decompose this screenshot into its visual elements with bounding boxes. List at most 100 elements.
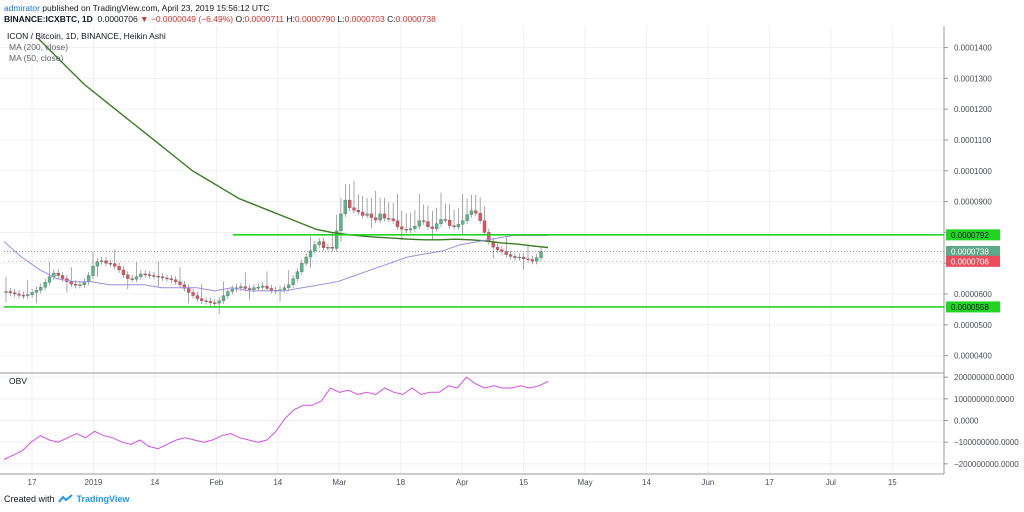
x-tick-label: Jun bbox=[701, 478, 714, 487]
candle-body bbox=[343, 199, 347, 215]
x-tick-label: 15 bbox=[888, 478, 897, 487]
candle-body bbox=[378, 213, 382, 221]
x-tick-label: 18 bbox=[396, 478, 405, 487]
obv-tick-label: 100000000.0000 bbox=[954, 395, 1015, 404]
candle-body bbox=[443, 219, 448, 221]
obv-tick-label: −200000000.0000 bbox=[954, 460, 1019, 469]
candle-body bbox=[291, 278, 295, 285]
y-tick-label: 0.0000400 bbox=[954, 352, 992, 361]
ma200-line bbox=[37, 37, 549, 249]
price-tag-box bbox=[946, 245, 1000, 257]
candle-body bbox=[269, 288, 274, 291]
candle-body bbox=[478, 213, 482, 221]
legend-title: ICON / Bitcoin, 1D, BINANCE, Heikin Ashi bbox=[7, 31, 166, 41]
x-tick-label: May bbox=[577, 478, 592, 487]
candle-body bbox=[369, 213, 374, 218]
candle-body bbox=[108, 263, 113, 265]
author-link[interactable]: admirator bbox=[4, 3, 40, 13]
x-tick-label: 14 bbox=[150, 478, 159, 487]
candle-body bbox=[117, 266, 121, 271]
high-label: H: bbox=[286, 14, 295, 24]
close-label: C: bbox=[387, 14, 396, 24]
candle-body bbox=[504, 251, 508, 255]
candles bbox=[4, 180, 543, 315]
obv-axis[interactable]: 200000000.0000 100000000.0000 0.0000 −10000… bbox=[944, 373, 1019, 469]
price-tag-box bbox=[946, 255, 1000, 267]
x-tick-label: 14 bbox=[642, 478, 651, 487]
candle-body bbox=[239, 286, 243, 288]
price-tag-label: 0.0000738 bbox=[951, 247, 989, 256]
candle-body bbox=[461, 220, 465, 225]
candle-body bbox=[4, 291, 8, 293]
candle-body bbox=[469, 210, 474, 215]
candle-body bbox=[143, 273, 147, 276]
candle-body bbox=[243, 286, 247, 289]
price-axis[interactable]: 0.00004000.00005000.00006000.00007000.00… bbox=[944, 44, 992, 361]
legend-obv[interactable]: OBV bbox=[9, 376, 27, 386]
symbol-line: BINANCE:ICXBTC, 1D 0.0000706 ▼ −0.000004… bbox=[4, 14, 436, 24]
y-tick-label: 0.0001400 bbox=[954, 44, 992, 53]
candle-body bbox=[417, 220, 421, 227]
legend-ma200[interactable]: MA (200, close) bbox=[9, 42, 68, 52]
candle-body bbox=[252, 287, 256, 290]
candle-body bbox=[230, 288, 234, 292]
tradingview-brand[interactable]: TradingView bbox=[76, 494, 130, 504]
tradingview-logo-icon bbox=[57, 494, 73, 503]
x-tick-label: Feb bbox=[209, 478, 223, 487]
candle-body bbox=[73, 283, 78, 286]
candle-body bbox=[282, 287, 287, 290]
candle-body bbox=[87, 275, 91, 282]
horizontal-lines[interactable] bbox=[4, 234, 944, 308]
candle-body bbox=[191, 292, 195, 296]
candle-body bbox=[391, 218, 395, 221]
x-tick-label: 17 bbox=[765, 478, 774, 487]
candle-body bbox=[539, 251, 543, 258]
candle-body bbox=[361, 211, 365, 216]
candle-body bbox=[530, 259, 534, 262]
obv-tick-label: −100000000.0000 bbox=[954, 438, 1019, 447]
candle-body bbox=[173, 279, 178, 282]
candle-body bbox=[339, 213, 343, 231]
down-arrow-icon: ▼ bbox=[140, 14, 149, 24]
last-price: 0.0000706 bbox=[97, 14, 138, 24]
chart-canvas[interactable]: 0.00004000.00005000.00006000.00007000.00… bbox=[0, 26, 1024, 490]
obv-tick-label: 200000000.0000 bbox=[954, 373, 1015, 382]
candle-body bbox=[326, 247, 330, 249]
candle-body bbox=[13, 292, 17, 295]
candle-body bbox=[522, 256, 526, 260]
candle-body bbox=[182, 284, 187, 289]
candle-body bbox=[95, 261, 99, 267]
legend-ma50[interactable]: MA (50, close) bbox=[9, 53, 63, 63]
candle-body bbox=[295, 271, 300, 279]
candle-body bbox=[69, 281, 73, 285]
created-with-text: Created with bbox=[4, 494, 55, 504]
candle-body bbox=[439, 219, 443, 224]
candle-body bbox=[482, 220, 487, 233]
candle-body bbox=[221, 295, 226, 301]
price-tag-box bbox=[946, 301, 1000, 313]
close-value: 0.0000738 bbox=[395, 14, 436, 24]
x-tick-label: 14 bbox=[273, 478, 282, 487]
candle-body bbox=[165, 277, 169, 280]
candle-body bbox=[147, 274, 152, 276]
candle-body bbox=[304, 256, 308, 264]
legend: ICON / Bitcoin, 1D, BINANCE, Heikin Ashi… bbox=[7, 31, 166, 386]
low-label: L: bbox=[337, 14, 345, 24]
candle-body bbox=[156, 275, 160, 278]
time-axis[interactable]: 17 2019 14 Feb 14 Mar 18 Apr 15 May 14 Jun 17 Jul 15 bbox=[28, 478, 898, 487]
candle-body bbox=[465, 214, 469, 221]
candle-body bbox=[247, 288, 252, 290]
candle-body bbox=[413, 226, 417, 229]
candle-body bbox=[39, 287, 43, 291]
x-tick-label: Apr bbox=[456, 478, 469, 487]
candle-body bbox=[456, 224, 461, 227]
candle-body bbox=[421, 220, 426, 222]
x-tick-label: Mar bbox=[332, 478, 346, 487]
y-tick-label: 0.0000900 bbox=[954, 198, 992, 207]
y-tick-label: 0.0001100 bbox=[954, 136, 992, 145]
candle-body bbox=[404, 229, 408, 231]
candle-body bbox=[8, 291, 13, 293]
candle-body bbox=[178, 281, 182, 285]
price-tag-label: 0.0000558 bbox=[951, 303, 989, 312]
candle-body bbox=[226, 291, 230, 296]
